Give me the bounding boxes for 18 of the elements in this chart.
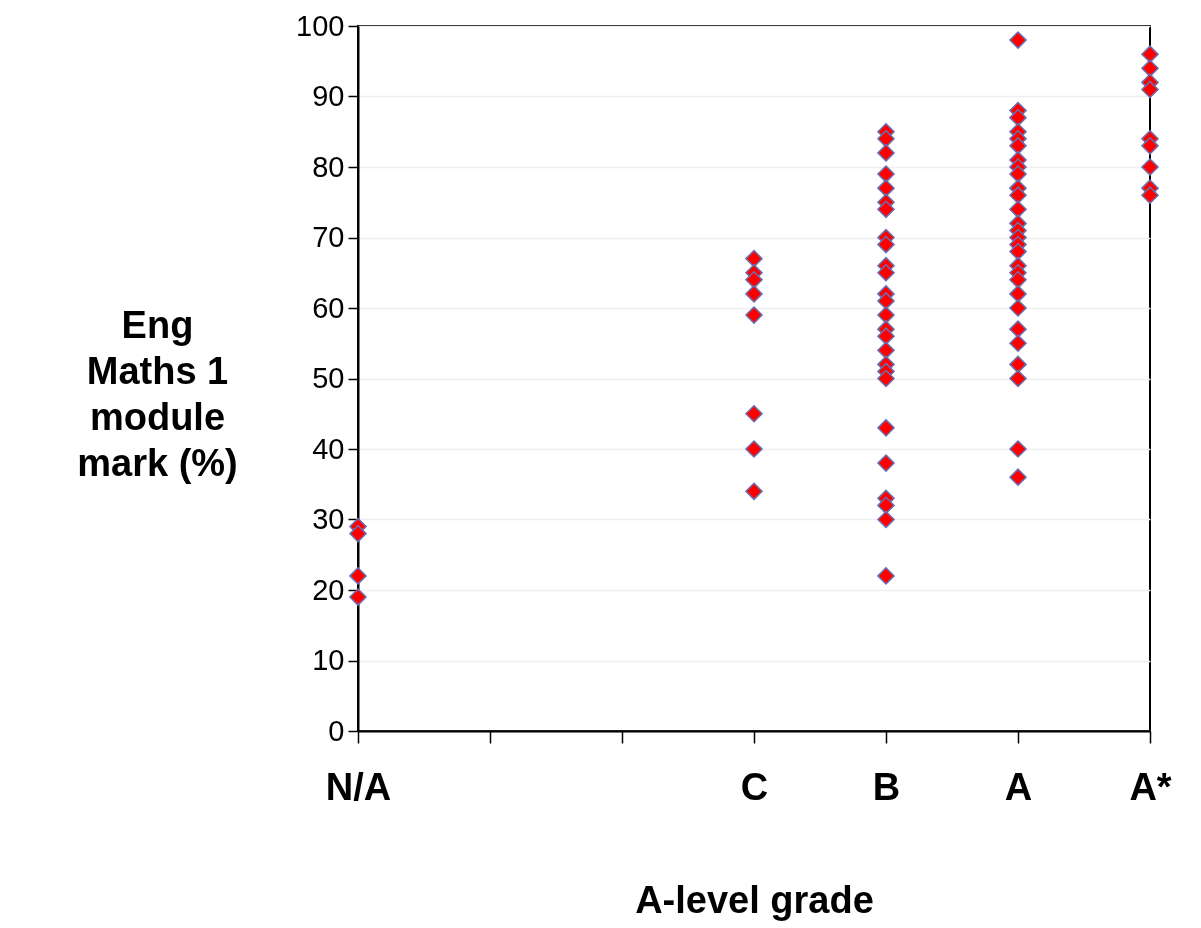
x-tick-label: N/A — [325, 765, 392, 808]
y-tick-label: 100 — [296, 9, 345, 42]
y-axis-title: Eng Maths 1 module mark (%) — [77, 303, 238, 484]
y-tick-label: 40 — [312, 432, 345, 465]
y-tick-label: 70 — [312, 221, 345, 253]
y-tick-label: 90 — [312, 80, 345, 112]
y-tick-label: 80 — [312, 150, 345, 183]
x-tick-label: A* — [1129, 765, 1172, 808]
y-tick-label: 20 — [312, 573, 345, 606]
y-tick-label: 0 — [328, 714, 345, 747]
x-tick-label: B — [872, 765, 901, 808]
x-tick-label: C — [740, 765, 769, 808]
y-tick-label: 60 — [312, 291, 345, 324]
y-tick-label: 30 — [312, 503, 345, 535]
x-tick-label: A — [1004, 765, 1033, 808]
x-axis-title: A-level grade — [635, 878, 874, 921]
y-tick-label: 10 — [312, 644, 345, 676]
y-tick-label: 50 — [312, 362, 345, 394]
